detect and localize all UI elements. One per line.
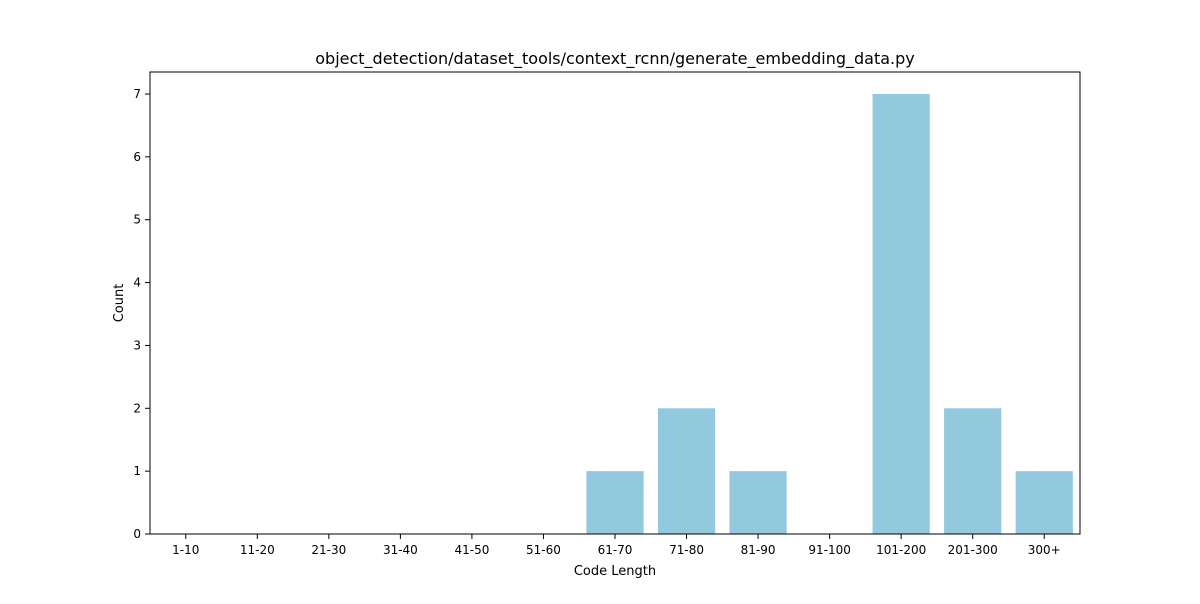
y-tick-label: 3 [133, 338, 141, 352]
x-tick-label: 1-10 [172, 543, 199, 557]
y-axis-label: Count [112, 284, 127, 323]
axes-layer: 1-10 11-20 21-30 31-40 41-50 51-60 61-70 71-80 8… [133, 71, 1081, 557]
bar-81-90 [729, 471, 787, 534]
plot-frame [149, 71, 1081, 535]
x-tick-label: 11-20 [240, 543, 275, 557]
y-tick-label: 6 [133, 150, 141, 164]
x-tick-label: 21-30 [311, 543, 346, 557]
y-tick-label: 1 [133, 464, 141, 478]
y-tick-label: 4 [133, 276, 141, 290]
y-tick-label: 5 [133, 213, 141, 227]
x-tick-label: 300+ [1028, 543, 1061, 557]
bar-61-70 [586, 471, 644, 534]
bars-layer [586, 94, 1073, 534]
y-tick-label: 0 [133, 527, 141, 541]
bar-300+ [1015, 471, 1073, 534]
x-tick-label: 31-40 [383, 543, 418, 557]
y-tick-label: 7 [133, 87, 141, 101]
chart-title: object_detection/dataset_tools/context_r… [315, 49, 915, 69]
x-tick-label: 41-50 [454, 543, 489, 557]
x-tick-label: 61-70 [598, 543, 633, 557]
bar-101-200 [872, 94, 930, 534]
bar-71-80 [657, 408, 716, 534]
x-tick-label: 71-80 [669, 543, 704, 557]
x-tick-label: 91-100 [808, 543, 851, 557]
x-tick-label: 51-60 [526, 543, 561, 557]
x-tick-label: 201-300 [948, 543, 998, 557]
y-tick-label: 2 [133, 401, 141, 415]
x-tick-label: 81-90 [741, 543, 776, 557]
x-axis-label: Code Length [574, 564, 656, 579]
bar-201-300 [944, 408, 1002, 534]
x-tick-label: 101-200 [876, 543, 926, 557]
